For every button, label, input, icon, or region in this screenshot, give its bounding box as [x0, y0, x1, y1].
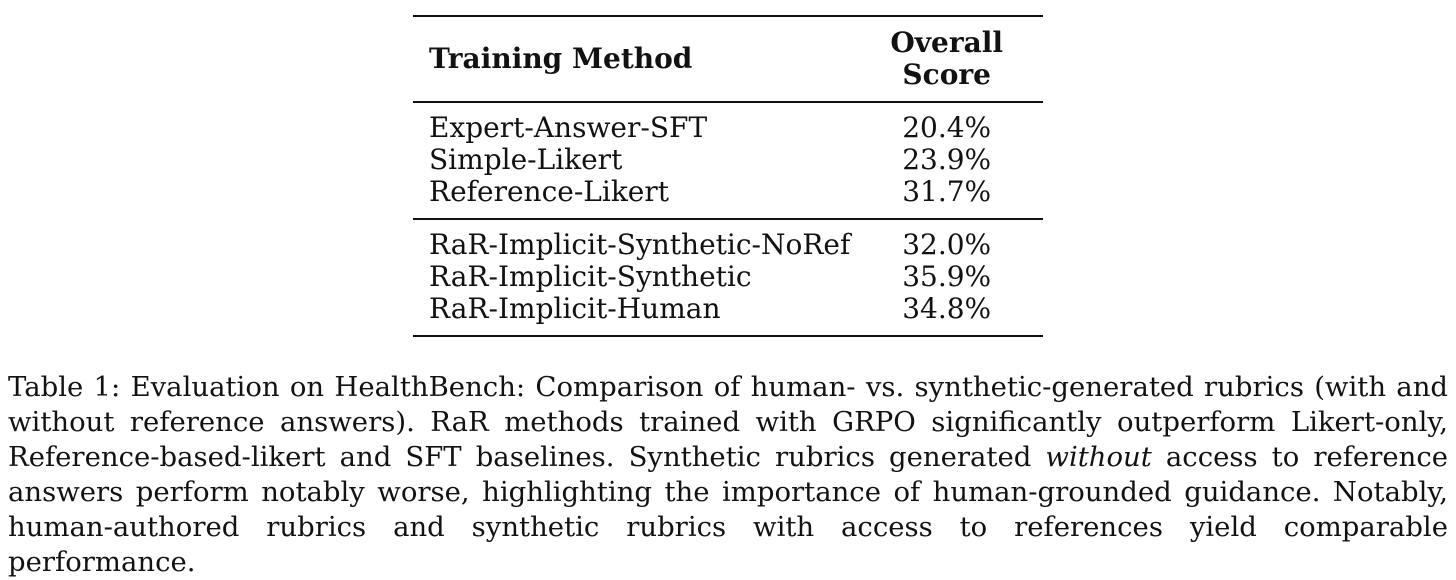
table-header: Training Method Overall Score [413, 16, 1043, 102]
caption-label: Table 1: [8, 371, 121, 403]
method-cell: Simple-Likert [429, 143, 623, 176]
caption-italic-word: without [1045, 441, 1152, 473]
method-cell: RaR-Implicit-Human [429, 292, 721, 325]
method-cell: Reference-Likert [429, 175, 670, 208]
column-header-training-method: Training Method [429, 42, 693, 75]
header-row: Training Method Overall Score [413, 16, 1043, 102]
score-cell: 32.0% [902, 228, 992, 261]
score-cell: 31.7% [902, 175, 992, 208]
caption-text-before-italic: Evaluation on HealthBench: Comparison of… [8, 371, 1449, 473]
rar-methods-group: RaR-Implicit-Synthetic-NoRef 32.0% RaR-I… [413, 219, 1043, 336]
table-row: Reference-Likert 31.7% [413, 176, 1043, 219]
method-cell: RaR-Implicit-Synthetic-NoRef [429, 228, 851, 261]
table-row: RaR-Implicit-Synthetic 35.9% [413, 261, 1043, 293]
table-row: RaR-Implicit-Synthetic-NoRef 32.0% [413, 219, 1043, 261]
score-cell: 20.4% [902, 111, 992, 144]
table-row: Expert-Answer-SFT 20.4% [413, 102, 1043, 144]
score-cell: 34.8% [902, 292, 992, 325]
table-row: RaR-Implicit-Human 34.8% [413, 293, 1043, 336]
table-row: Simple-Likert 23.9% [413, 144, 1043, 176]
method-cell: Expert-Answer-SFT [429, 111, 708, 144]
method-cell: RaR-Implicit-Synthetic [429, 260, 752, 293]
score-cell: 23.9% [902, 143, 992, 176]
baseline-methods-group: Expert-Answer-SFT 20.4% Simple-Likert 23… [413, 102, 1043, 219]
results-table: Training Method Overall Score Expert-Ans… [413, 15, 1043, 337]
table-caption: Table 1: Evaluation on HealthBench: Comp… [8, 370, 1448, 580]
column-header-overall-score: Overall Score [890, 26, 1004, 91]
score-cell: 35.9% [902, 260, 992, 293]
